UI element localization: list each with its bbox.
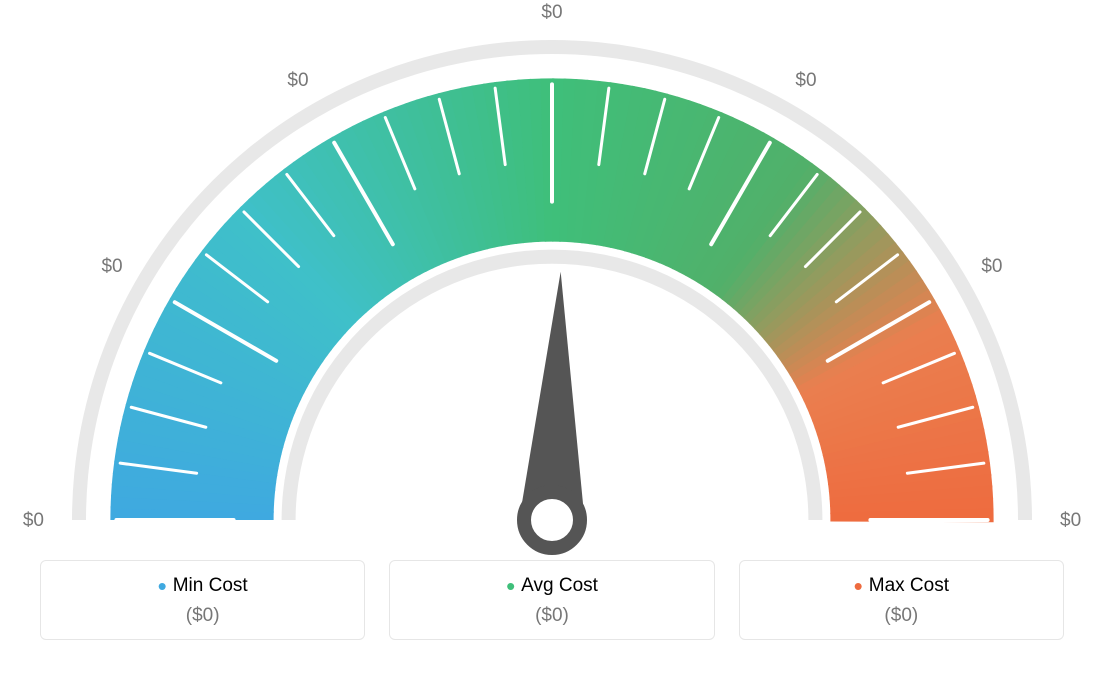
legend-dot-avg: • xyxy=(506,571,515,601)
gauge-chart: $0 $0 $0 $0 $0 $0 $0 xyxy=(0,0,1104,560)
gauge-tick-label: $0 xyxy=(23,510,44,531)
legend-value-max: ($0) xyxy=(740,605,1063,627)
legend-avg: • Avg Cost ($0) xyxy=(389,560,714,640)
gauge-tick-label: $0 xyxy=(101,256,122,277)
gauge-tick-label: $0 xyxy=(1060,510,1081,531)
gauge-tick-label: $0 xyxy=(287,70,308,91)
legend-value-min: ($0) xyxy=(41,605,364,627)
legend-label-min: Min Cost xyxy=(173,575,248,596)
legend-dot-min: • xyxy=(158,571,167,601)
gauge-tick-label: $0 xyxy=(795,70,816,91)
legend-value-avg: ($0) xyxy=(390,605,713,627)
legend-min: • Min Cost ($0) xyxy=(40,560,365,640)
gauge-tick-label: $0 xyxy=(541,2,562,23)
legend-max: • Max Cost ($0) xyxy=(739,560,1064,640)
legend-row: • Min Cost ($0) • Avg Cost ($0) • Max Cost … xyxy=(0,560,1104,640)
gauge-tick-label: $0 xyxy=(981,256,1002,277)
legend-dot-max: • xyxy=(854,571,863,601)
legend-label-avg: Avg Cost xyxy=(521,575,598,596)
legend-label-max: Max Cost xyxy=(869,575,949,596)
